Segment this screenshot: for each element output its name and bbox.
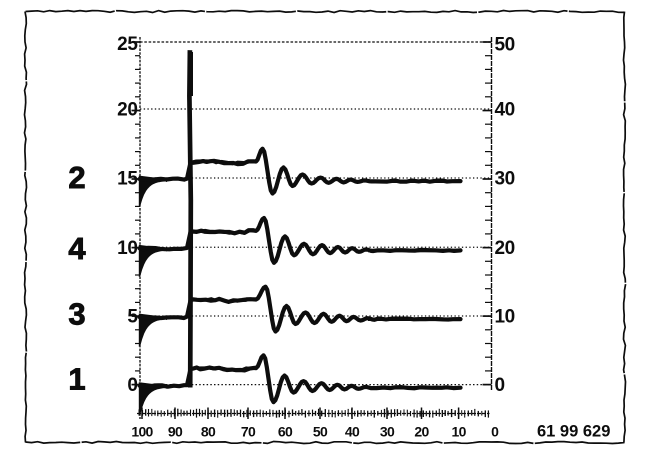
svg-text:60: 60 <box>278 424 293 440</box>
svg-text:10: 10 <box>452 424 467 440</box>
svg-text:20: 20 <box>117 100 137 121</box>
svg-text:10: 10 <box>117 238 137 259</box>
svg-text:70: 70 <box>241 424 256 440</box>
svg-text:80: 80 <box>201 424 216 440</box>
svg-text:5: 5 <box>127 307 138 328</box>
svg-text:90: 90 <box>168 424 183 440</box>
svg-text:2: 2 <box>68 160 85 195</box>
svg-text:61 99 629: 61 99 629 <box>537 423 610 441</box>
svg-text:1: 1 <box>68 362 85 397</box>
svg-text:50: 50 <box>495 35 515 56</box>
svg-text:0: 0 <box>491 424 499 440</box>
svg-text:10: 10 <box>495 307 515 328</box>
svg-text:30: 30 <box>495 169 515 190</box>
svg-text:0: 0 <box>495 375 505 396</box>
svg-text:40: 40 <box>345 424 360 440</box>
svg-text:15: 15 <box>117 169 138 190</box>
svg-text:20: 20 <box>495 238 515 259</box>
svg-text:40: 40 <box>495 100 515 121</box>
svg-text:20: 20 <box>414 424 429 440</box>
svg-text:0: 0 <box>127 375 137 396</box>
svg-text:100: 100 <box>131 424 153 440</box>
svg-text:4: 4 <box>68 231 86 266</box>
svg-text:25: 25 <box>117 34 138 55</box>
svg-text:30: 30 <box>380 424 395 440</box>
svg-text:3: 3 <box>68 297 85 332</box>
svg-text:50: 50 <box>313 424 328 440</box>
